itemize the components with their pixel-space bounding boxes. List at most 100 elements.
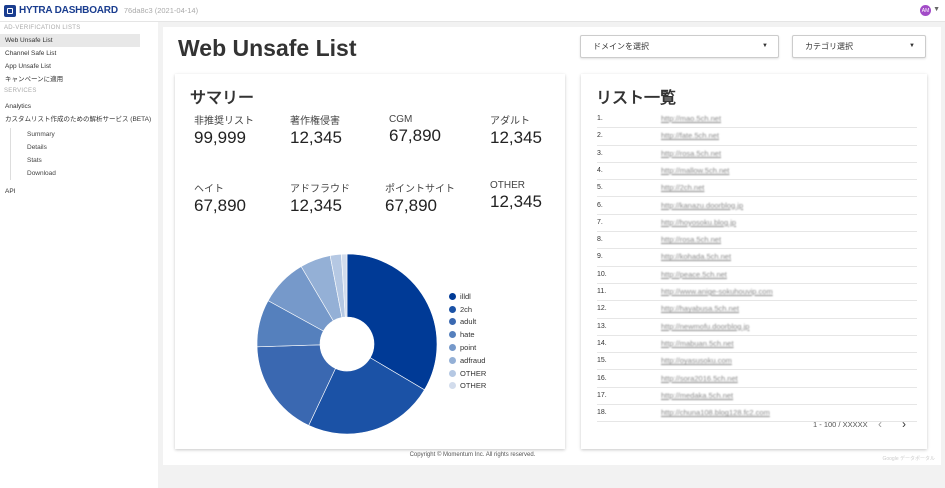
pie-slice-illdl-0[interactable] xyxy=(346,253,438,391)
list-row: 8. http://rosa.5ch.net xyxy=(597,232,917,250)
list-row-url-link[interactable]: http://kohada.5ch.net xyxy=(661,252,732,262)
list-row: 11. http://www.anige-sokuhouvip.com xyxy=(597,284,917,302)
sidebar-item-apply-campaign[interactable]: キャンペーンに適用 xyxy=(5,76,64,83)
pie-slice-adult-2[interactable] xyxy=(256,344,336,426)
sidebar-item-api[interactable]: API xyxy=(5,188,16,195)
sidebar-subitem-download[interactable]: Download xyxy=(10,167,158,180)
metric-value: 99,999 xyxy=(194,128,246,147)
caret-down-icon: ▼ xyxy=(762,43,768,49)
sidebar: AD-VERIFICATION LISTS Web Unsafe List Ch… xyxy=(0,22,158,488)
domain-select-dropdown[interactable]: ドメインを選択 ▼ xyxy=(580,35,779,58)
legend-label: OTHER xyxy=(460,368,487,378)
list-row: 16. http://sora2016.5ch.net xyxy=(597,371,917,388)
metric-value: 12,345 xyxy=(290,128,342,147)
list-row: 6. http://kanazu.doorblog.jp xyxy=(597,198,917,215)
list-row-number: 10. xyxy=(597,270,607,278)
metric-value: 12,345 xyxy=(290,196,342,215)
metric-label: アドフラウド xyxy=(290,184,350,195)
legend-item[interactable]: adfraud xyxy=(449,354,486,367)
list-row: 13. http://newmofu.doorblog.jp xyxy=(597,319,917,336)
list-row-url-link[interactable]: http://kanazu.doorblog.jp xyxy=(661,200,744,210)
list-row-url-link[interactable]: http://2ch.net xyxy=(661,183,705,193)
avatar[interactable]: AM xyxy=(920,5,931,16)
chevron-left-icon[interactable]: ‹ xyxy=(878,417,882,431)
list-row-url-link[interactable]: http://rosa.5ch.net xyxy=(661,148,722,158)
list-row: 3. http://rosa.5ch.net xyxy=(597,146,917,163)
list-row: 9. http://kohada.5ch.net xyxy=(597,249,917,267)
list-row-number: 8. xyxy=(597,236,603,244)
list-row-number: 17. xyxy=(597,391,607,399)
legend-item[interactable]: point xyxy=(449,341,486,354)
metric-label: ポイントサイト xyxy=(385,184,455,195)
legend-item[interactable]: illdl xyxy=(449,290,486,303)
list-row-number: 1. xyxy=(597,115,603,122)
legend-item[interactable]: hate xyxy=(449,328,486,341)
top-bar: HYTRA DASHBOARD 76da8c3 (2021-04-14) AM … xyxy=(0,0,945,22)
legend-label: point xyxy=(460,343,477,353)
sidebar-item-web-unsafe-list[interactable]: Web Unsafe List xyxy=(0,34,140,47)
pie-slice-2ch-1[interactable] xyxy=(308,357,425,435)
legend-item[interactable]: 2ch xyxy=(449,303,486,316)
pie-legend: illdl 2ch adult hate point adfraud OTHER OTHER xyxy=(449,290,486,392)
list-row-url-link[interactable]: http://mallow.5ch.net xyxy=(661,165,730,175)
domain-select-label: ドメインを選択 xyxy=(593,42,649,51)
list-row-url-link[interactable]: http://rosa.5ch.net xyxy=(661,235,722,245)
metric-label: CGM xyxy=(389,114,413,125)
version-label: 76da8c3 (2021-04-14) xyxy=(123,6,199,15)
legend-label: adfraud xyxy=(460,355,486,365)
sidebar-item-channel-safe-list[interactable]: Channel Safe List xyxy=(5,50,57,57)
list-row-url-link[interactable]: http://mao.5ch.net xyxy=(661,114,722,123)
list-row-url-link[interactable]: http://hoyosoku.blog.jp xyxy=(661,217,737,227)
pie-slice-other-7[interactable] xyxy=(341,253,348,318)
list-row-url-link[interactable]: http://fate.5ch.net xyxy=(661,131,719,141)
legend-swatch xyxy=(449,331,456,339)
legend-label: illdl xyxy=(460,291,471,301)
caret-down-icon: ▼ xyxy=(909,43,915,49)
sidebar-section-services: SERVICES xyxy=(4,88,37,94)
metric-value: 12,345 xyxy=(490,192,542,211)
list-row-url-link[interactable]: http://www.anige-sokuhouvip.com xyxy=(661,287,773,296)
list-row-number: 3. xyxy=(597,149,603,157)
metric-copyright: 著作権侵害 12,345 xyxy=(290,112,390,148)
metric-label: 著作権侵害 xyxy=(290,116,340,127)
category-select-dropdown[interactable]: カテゴリ選択 ▼ xyxy=(792,35,926,58)
legend-label: 2ch xyxy=(460,304,473,314)
metric-other: OTHER 12,345 xyxy=(490,180,590,212)
list-row-number: 14. xyxy=(597,339,607,347)
legend-item[interactable]: OTHER xyxy=(449,367,486,380)
list-row-url-link[interactable]: http://hayabusa.5ch.net xyxy=(661,304,739,314)
list-row-url-link[interactable]: http://sora2016.5ch.net xyxy=(661,373,738,383)
legend-item[interactable]: OTHER xyxy=(449,380,486,393)
list-row: 5. http://2ch.net xyxy=(597,180,917,198)
metric-adult: アダルト 12,345 xyxy=(490,112,590,148)
list-row-url-link[interactable]: http://medaka.5ch.net xyxy=(661,390,734,400)
category-select-label: カテゴリ選択 xyxy=(805,42,853,51)
legend-swatch xyxy=(449,318,456,326)
list-row-url-link[interactable]: http://newmofu.doorblog.jp xyxy=(661,321,750,331)
sidebar-subitem-details[interactable]: Details xyxy=(10,141,158,154)
list-row-url-link[interactable]: http://mabuan.5ch.net xyxy=(661,338,734,348)
sidebar-subitem-summary[interactable]: Summary xyxy=(10,128,158,141)
sidebar-item-custom-list-analysis[interactable]: カスタムリスト作成のための解析サービス (BETA) xyxy=(5,116,152,123)
page-title: Web Unsafe List xyxy=(178,35,357,61)
legend-swatch xyxy=(449,369,456,377)
metric-point-site: ポイントサイト 67,890 xyxy=(385,180,485,216)
legend-swatch xyxy=(449,305,456,313)
chevron-right-icon[interactable]: › xyxy=(902,417,906,431)
legend-item[interactable]: adult xyxy=(449,316,486,329)
sidebar-item-analytics[interactable]: Analytics xyxy=(5,103,32,110)
metric-cgm: CGM 67,890 xyxy=(389,114,489,146)
list-row-url-link[interactable]: http://oyasusoku.com xyxy=(661,356,732,366)
list-row: 4. http://mallow.5ch.net xyxy=(597,163,917,181)
list-row-number: 16. xyxy=(597,374,607,382)
list-row-url-link[interactable]: http://chuna108.blog128.fc2.com xyxy=(661,408,770,418)
legend-label: OTHER xyxy=(460,381,487,391)
list-row-url-link[interactable]: http://peace.5ch.net xyxy=(661,269,727,279)
sidebar-subitem-stats[interactable]: Stats xyxy=(10,154,158,167)
legend-swatch xyxy=(449,382,456,390)
chevron-down-icon[interactable]: ▼ xyxy=(933,6,940,13)
logo[interactable]: HYTRA DASHBOARD xyxy=(4,4,118,17)
category-pie-chart[interactable] xyxy=(247,244,447,444)
list-row-number: 2. xyxy=(597,132,603,140)
sidebar-item-app-unsafe-list[interactable]: App Unsafe List xyxy=(5,63,51,70)
